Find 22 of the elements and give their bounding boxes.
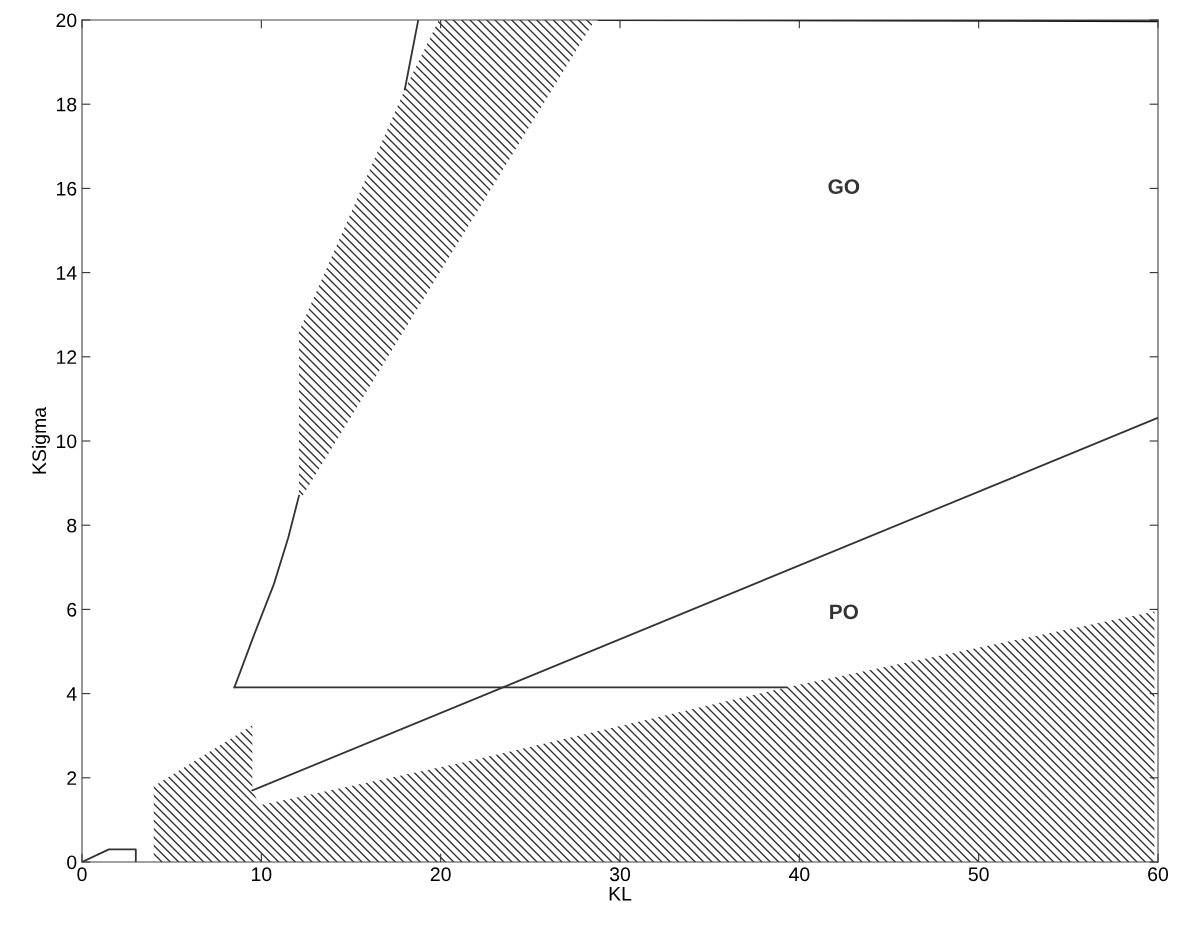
- y-tick-label: 6: [67, 602, 77, 617]
- x-tick-label: 40: [788, 867, 810, 882]
- annotation: GO: [828, 179, 860, 194]
- x-tick-label: 30: [609, 867, 631, 882]
- y-tick-label: 10: [57, 434, 77, 449]
- y-tick-label: 20: [56, 13, 77, 28]
- x-axis-title: KL: [609, 887, 632, 901]
- x-tick-label: 10: [252, 867, 272, 882]
- x-tick-label: 0: [77, 867, 87, 882]
- y-tick-label: 8: [67, 518, 77, 533]
- y-tick-label: 12: [57, 350, 77, 364]
- y-tick-label: 14: [57, 266, 77, 280]
- y-tick-label: 0: [67, 855, 77, 870]
- y-tick-label: 16: [57, 181, 77, 196]
- y-tick-label: 4: [66, 687, 77, 701]
- x-tick-label: 50: [968, 867, 989, 882]
- y-axis-title: KSigma: [31, 406, 50, 474]
- y-tick-label: 2: [67, 771, 77, 785]
- x-tick-label: 60: [1148, 867, 1169, 882]
- x-tick-label: 20: [430, 867, 451, 882]
- y-tick-label: 18: [57, 97, 77, 112]
- annotation: PO: [830, 604, 858, 620]
